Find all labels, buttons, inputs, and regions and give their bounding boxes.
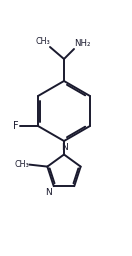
Text: N: N: [45, 188, 52, 197]
Text: CH₃: CH₃: [14, 160, 29, 169]
Text: NH₂: NH₂: [74, 39, 91, 48]
Text: CH₃: CH₃: [35, 37, 50, 46]
Text: N: N: [61, 144, 67, 153]
Text: F: F: [13, 121, 19, 131]
